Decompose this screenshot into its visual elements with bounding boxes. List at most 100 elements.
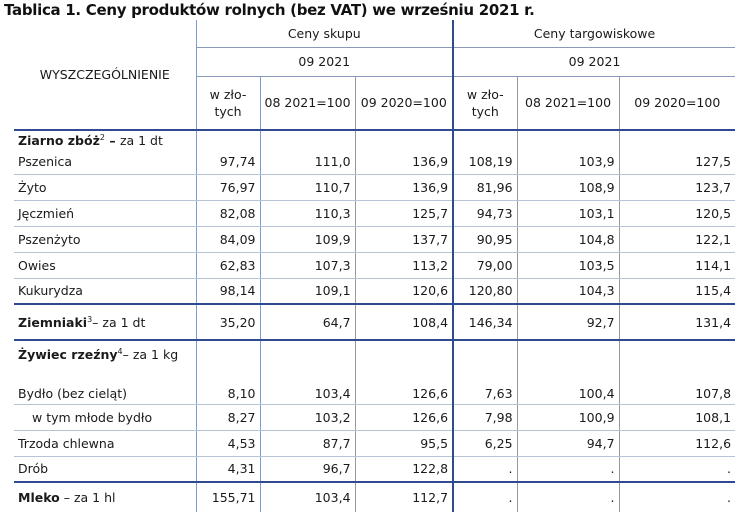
section-livestock-row: Żywiec rzeźny4– za 1 kg bbox=[14, 340, 736, 368]
cell: 107,8 bbox=[618, 368, 736, 405]
cell: 109,9 bbox=[259, 226, 356, 253]
cell: 8,27 bbox=[195, 404, 260, 431]
cell: . bbox=[618, 456, 736, 482]
cell: . bbox=[452, 456, 518, 482]
cell: 7,98 bbox=[452, 404, 518, 431]
table-row: Owies 62,83 107,3 113,2 79,00 103,5 114,… bbox=[14, 252, 736, 279]
row-label: Kukurydza bbox=[18, 283, 83, 299]
cell: 104,3 bbox=[516, 278, 620, 304]
cell: 120,80 bbox=[452, 278, 518, 304]
cell: 120,5 bbox=[618, 200, 736, 227]
cell: 97,74 bbox=[195, 150, 260, 175]
group-purchase-prices: Ceny skupu bbox=[195, 20, 454, 48]
cell: 115,4 bbox=[618, 278, 736, 304]
cell: 122,8 bbox=[354, 456, 454, 482]
row-label: Pszenica bbox=[14, 150, 196, 175]
row-label: Mleko – za 1 hl bbox=[18, 490, 116, 505]
table-row: Drób 4,31 96,7 122,8 . . . bbox=[14, 456, 736, 482]
cell: 4,31 bbox=[195, 456, 260, 482]
row-label: Bydło (bez cieląt) bbox=[14, 368, 196, 405]
cell: 103,9 bbox=[516, 150, 620, 175]
cell: 62,83 bbox=[195, 252, 260, 279]
period-purchase: 09 2021 bbox=[195, 47, 454, 77]
table-row: w tym młode bydło 8,27 103,2 126,6 7,98 … bbox=[14, 404, 736, 431]
table-row: Trzoda chlewna 4,53 87,7 95,5 6,25 94,7 … bbox=[14, 430, 736, 457]
row-label: Pszenżyto bbox=[14, 226, 196, 253]
cell: 108,4 bbox=[354, 304, 454, 340]
row-label: w tym młode bydło bbox=[14, 404, 196, 431]
cell: 100,4 bbox=[516, 368, 620, 405]
cell: 136,9 bbox=[354, 150, 454, 175]
period-market: 09 2021 bbox=[452, 47, 736, 77]
table-row: Kukurydza 98,14 109,1 120,6 120,80 104,3… bbox=[14, 278, 736, 304]
cell: . bbox=[516, 456, 620, 482]
table-title: Tablica 1. Ceny produktów rolnych (bez V… bbox=[4, 1, 535, 19]
cell: 155,71 bbox=[195, 482, 260, 512]
col-yy-purchase: 09 2020=100 bbox=[354, 76, 454, 131]
cell: 79,00 bbox=[452, 252, 518, 279]
cell: 103,4 bbox=[259, 368, 356, 405]
cell: 35,20 bbox=[195, 304, 260, 340]
cell: 92,7 bbox=[516, 304, 620, 340]
cell: 108,19 bbox=[452, 150, 518, 175]
cell: 114,1 bbox=[618, 252, 736, 279]
cell: 126,6 bbox=[354, 404, 454, 431]
cell: 111,0 bbox=[259, 150, 356, 175]
section-grain: Ziarno zbóż2 – za 1 dt bbox=[18, 132, 163, 148]
cell: 82,08 bbox=[195, 200, 260, 227]
row-label: Owies bbox=[14, 252, 196, 279]
cell: 112,6 bbox=[618, 430, 736, 457]
row-label: Ziemniaki3– za 1 dt bbox=[18, 314, 146, 330]
col-pln-market: w zło-tych bbox=[452, 76, 518, 131]
table-row-potatoes: Ziemniaki3– za 1 dt 35,20 64,7 108,4 146… bbox=[14, 304, 736, 340]
cell: 96,7 bbox=[259, 456, 356, 482]
row-label: Trzoda chlewna bbox=[14, 430, 196, 457]
cell: 7,63 bbox=[452, 368, 518, 405]
cell: 76,97 bbox=[195, 174, 260, 201]
cell: 90,95 bbox=[452, 226, 518, 253]
table-row: Pszenica 97,74 111,0 136,9 108,19 103,9 … bbox=[14, 150, 736, 175]
cell: 137,7 bbox=[354, 226, 454, 253]
table-row: Bydło (bez cieląt) 8,10 103,4 126,6 7,63… bbox=[14, 368, 736, 405]
cell: 98,14 bbox=[195, 278, 260, 304]
cell: 87,7 bbox=[259, 430, 356, 457]
cell: 108,9 bbox=[516, 174, 620, 201]
row-label: Drób bbox=[18, 461, 49, 477]
table-row: Jęczmień 82,08 110,3 125,7 94,73 103,1 1… bbox=[14, 200, 736, 227]
cell: 131,4 bbox=[618, 304, 736, 340]
cell: 81,96 bbox=[452, 174, 518, 201]
group-market-prices: Ceny targowiskowe bbox=[452, 20, 736, 48]
cell: 103,1 bbox=[516, 200, 620, 227]
cell: 122,1 bbox=[618, 226, 736, 253]
cell: 113,2 bbox=[354, 252, 454, 279]
section-livestock: Żywiec rzeźny4– za 1 kg bbox=[18, 346, 179, 362]
cell: 94,7 bbox=[516, 430, 620, 457]
table-row-milk: Mleko – za 1 hl 155,71 103,4 112,7 . . . bbox=[14, 482, 736, 512]
cell: 64,7 bbox=[259, 304, 356, 340]
cell: 103,2 bbox=[259, 404, 356, 431]
col-mm-purchase: 08 2021=100 bbox=[259, 76, 356, 131]
col-pln-purchase: w zło-tych bbox=[195, 76, 260, 131]
cell: 127,5 bbox=[618, 150, 736, 175]
stub-header: WYSZCZEGÓLNIENIE bbox=[14, 20, 196, 131]
cell: 100,9 bbox=[516, 404, 620, 431]
cell: 112,7 bbox=[354, 482, 454, 512]
price-table: WYSZCZEGÓLNIENIE Ceny skupu Ceny targowi… bbox=[14, 20, 736, 512]
cell: 125,7 bbox=[354, 200, 454, 227]
cell: 136,9 bbox=[354, 174, 454, 201]
cell: 146,34 bbox=[452, 304, 518, 340]
row-label: Żyto bbox=[14, 174, 196, 201]
cell: 84,09 bbox=[195, 226, 260, 253]
cell: 103,5 bbox=[516, 252, 620, 279]
cell: 110,3 bbox=[259, 200, 356, 227]
table-row: Pszenżyto 84,09 109,9 137,7 90,95 104,8 … bbox=[14, 226, 736, 253]
cell: . bbox=[618, 482, 736, 512]
cell: 6,25 bbox=[452, 430, 518, 457]
cell: 110,7 bbox=[259, 174, 356, 201]
cell: 109,1 bbox=[259, 278, 356, 304]
row-label: Jęczmień bbox=[14, 200, 196, 227]
cell: 95,5 bbox=[354, 430, 454, 457]
cell: 108,1 bbox=[618, 404, 736, 431]
col-yy-market: 09 2020=100 bbox=[618, 76, 736, 131]
